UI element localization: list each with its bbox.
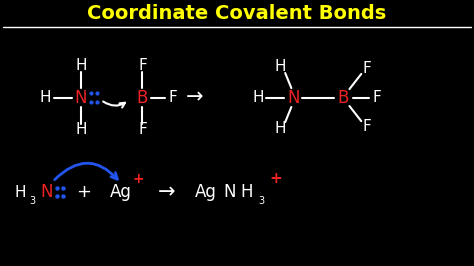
Text: H: H xyxy=(275,121,286,136)
Text: H: H xyxy=(240,183,253,201)
FancyArrowPatch shape xyxy=(55,163,117,180)
Text: F: F xyxy=(363,61,371,76)
Text: 3: 3 xyxy=(258,196,264,206)
Text: F: F xyxy=(363,119,371,134)
Text: 3: 3 xyxy=(30,196,36,206)
Text: H: H xyxy=(253,90,264,105)
Text: F: F xyxy=(138,122,147,137)
Text: +: + xyxy=(76,183,91,201)
Text: B: B xyxy=(337,89,349,107)
Text: H: H xyxy=(40,90,51,105)
FancyArrowPatch shape xyxy=(103,102,125,107)
Text: Coordinate Covalent Bonds: Coordinate Covalent Bonds xyxy=(87,5,387,23)
Text: H: H xyxy=(275,59,286,74)
Text: →: → xyxy=(186,88,203,107)
Text: N: N xyxy=(224,183,236,201)
Text: N: N xyxy=(41,183,53,201)
Text: H: H xyxy=(75,122,87,137)
Text: N: N xyxy=(75,89,87,107)
Text: N: N xyxy=(287,89,300,107)
Text: Ag: Ag xyxy=(110,183,132,201)
Text: H: H xyxy=(15,185,26,200)
Text: +: + xyxy=(133,172,145,186)
Text: F: F xyxy=(138,58,147,73)
Text: +: + xyxy=(269,171,282,186)
Text: Ag: Ag xyxy=(195,183,217,201)
Text: F: F xyxy=(373,90,382,105)
Text: B: B xyxy=(137,89,148,107)
Text: →: → xyxy=(157,182,175,202)
Text: H: H xyxy=(75,58,87,73)
Text: F: F xyxy=(169,90,178,105)
